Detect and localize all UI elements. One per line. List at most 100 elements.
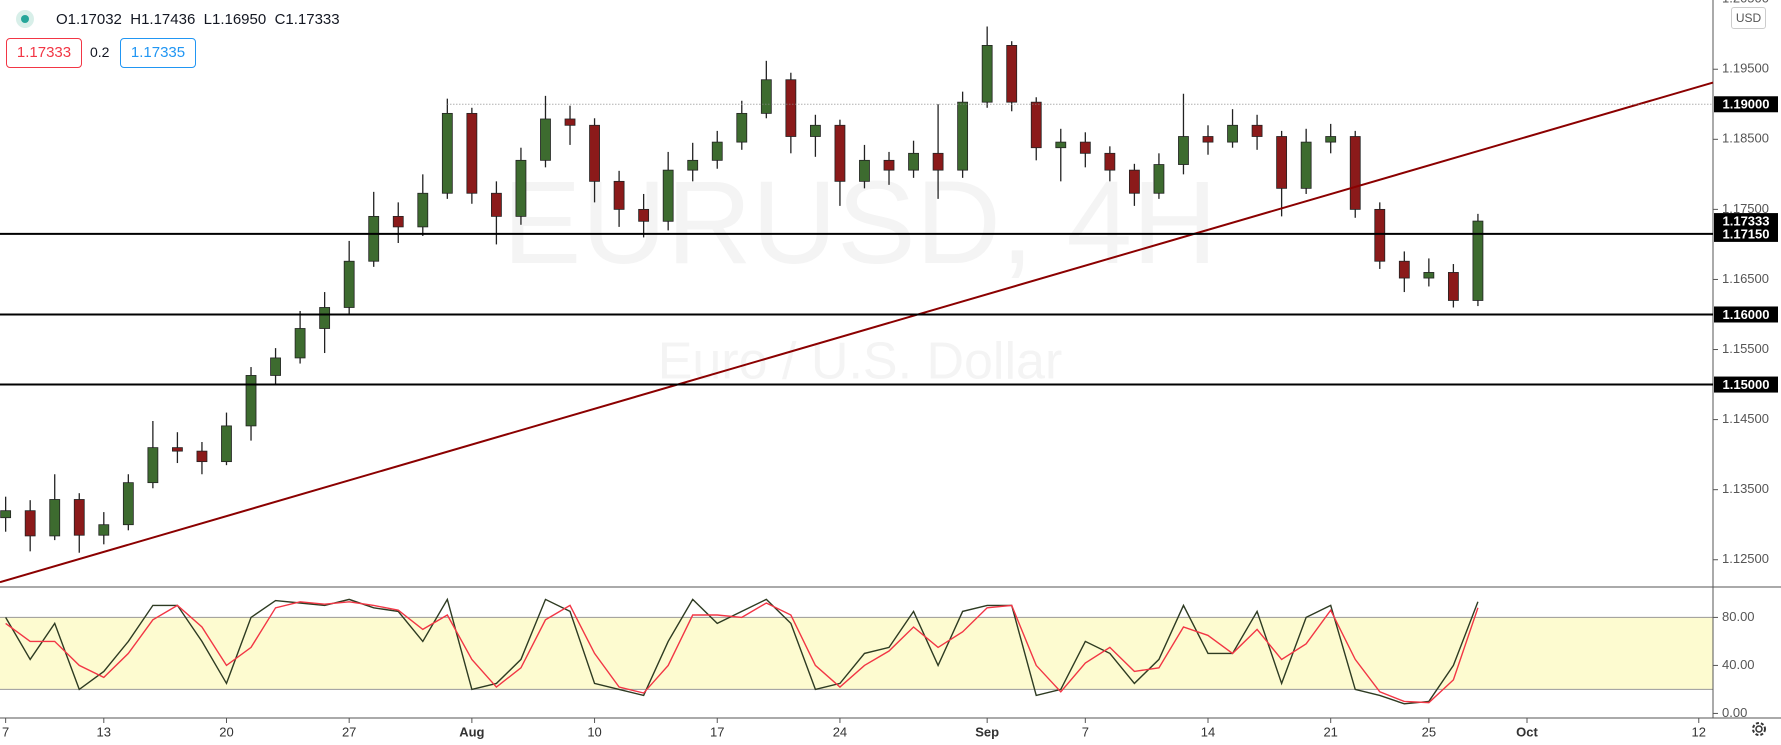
y-tick-label: 40.00: [1722, 657, 1755, 672]
sell-button[interactable]: 1.17333: [6, 38, 82, 68]
x-tick-label: Sep: [975, 724, 999, 739]
candle-body: [1227, 124, 1238, 143]
candle-body: [957, 101, 969, 171]
candle-body: [1325, 136, 1337, 143]
ohlc-high: H1.17436: [130, 11, 196, 28]
y-tick-label: 80.00: [1722, 609, 1755, 624]
level-badge: [1714, 306, 1778, 323]
x-tick-label: 12: [1692, 724, 1706, 739]
candle-body: [392, 215, 404, 228]
candle-body: [1276, 136, 1288, 189]
candle-body: [491, 192, 502, 217]
x-tick-label: 24: [833, 724, 847, 739]
candle-body: [1055, 141, 1067, 149]
ohlc-close: C1.17333: [274, 11, 340, 28]
candle-body: [1128, 169, 1140, 194]
candle-body: [1251, 124, 1263, 137]
trendline: [0, 81, 1714, 584]
y-tick-label: 1.15500: [1722, 341, 1769, 356]
candle-body: [1300, 141, 1312, 189]
candle-body: [1178, 136, 1189, 165]
candle-body: [785, 79, 797, 137]
candle-body: [319, 307, 331, 329]
level-label: 1.15000: [1723, 377, 1770, 392]
candle-body: [221, 425, 232, 463]
candle-body: [270, 357, 281, 376]
candle-body: [368, 215, 380, 262]
candle-body: [760, 79, 772, 114]
level-label: 1.17150: [1723, 226, 1770, 241]
y-tick-label: 1.19500: [1722, 61, 1769, 76]
candle-body: [343, 260, 355, 308]
candle-body: [73, 499, 85, 536]
ohlc-legend: O1.17032 H1.17436 L1.16950 C1.17333: [56, 11, 340, 28]
candle-body: [466, 112, 478, 194]
candle-body: [638, 208, 650, 222]
candle-body: [515, 159, 527, 217]
x-tick-label: 14: [1201, 724, 1215, 739]
x-tick-label: Oct: [1516, 724, 1538, 739]
candle-body: [1104, 152, 1116, 171]
oscillator-band: [0, 617, 1713, 690]
candle-body: [736, 112, 748, 143]
x-tick-label: 27: [342, 724, 356, 739]
settings-icon[interactable]: [1748, 718, 1770, 740]
spread: 0.2: [90, 44, 110, 60]
candle-body: [1202, 136, 1214, 143]
candle-body: [441, 112, 453, 194]
x-tick-label: 10: [587, 724, 601, 739]
level-label: 1.16000: [1723, 307, 1770, 322]
candle-body: [1006, 45, 1018, 103]
candle-body: [711, 141, 723, 161]
symbol-icon[interactable]: [16, 10, 34, 28]
candle-body: [1374, 208, 1386, 262]
buy-button[interactable]: 1.17335: [120, 38, 196, 68]
candle-body: [1153, 164, 1165, 194]
ohlc-low: L1.16950: [203, 11, 267, 28]
currency-button[interactable]: USD: [1731, 7, 1766, 29]
candle-body: [662, 169, 674, 222]
y-tick-label: 0.00: [1722, 705, 1747, 720]
candle-body: [1472, 220, 1484, 301]
candle-body: [1079, 141, 1091, 154]
candle-body: [908, 152, 919, 171]
candle-body: [1030, 101, 1042, 149]
x-tick-label: 13: [97, 724, 111, 739]
candle-body: [1423, 272, 1435, 279]
y-tick-label: 1.13500: [1722, 481, 1769, 496]
y-tick-label: 1.17500: [1722, 201, 1769, 216]
level-badge: [1714, 225, 1778, 242]
candle-body: [540, 118, 551, 161]
y-tick-label: 1.14500: [1722, 411, 1769, 426]
x-tick-label: 17: [710, 724, 724, 739]
candle-body: [1398, 260, 1410, 279]
candle-body: [172, 447, 183, 452]
candle-body: [122, 482, 134, 526]
ohlc-open: O1.17032: [56, 11, 122, 28]
candle-body: [564, 118, 576, 126]
candle-body: [417, 192, 429, 228]
candle-body: [932, 152, 944, 171]
candle-body: [245, 375, 257, 427]
candle-body: [859, 159, 870, 182]
candle-body: [1349, 136, 1361, 210]
x-tick-label: 7: [1082, 724, 1089, 739]
x-tick-label: 7: [2, 724, 9, 739]
last-price-label: 1.17333: [1723, 214, 1770, 229]
candle-body: [294, 328, 306, 359]
candle-body: [0, 510, 12, 519]
candle-body: [613, 180, 625, 210]
oscillator-line: [5, 601, 1479, 704]
x-tick-label: 21: [1323, 724, 1337, 739]
candle-body: [981, 45, 993, 103]
level-label: 1.19000: [1723, 97, 1770, 112]
x-tick-label: Aug: [459, 724, 484, 739]
y-tick-label: 1.20500: [1722, 0, 1769, 6]
last-price-badge: [1714, 213, 1778, 230]
x-tick-label: 20: [219, 724, 233, 739]
y-tick-label: 1.12500: [1722, 551, 1769, 566]
candle-body: [49, 499, 61, 537]
candle-body: [834, 124, 846, 182]
